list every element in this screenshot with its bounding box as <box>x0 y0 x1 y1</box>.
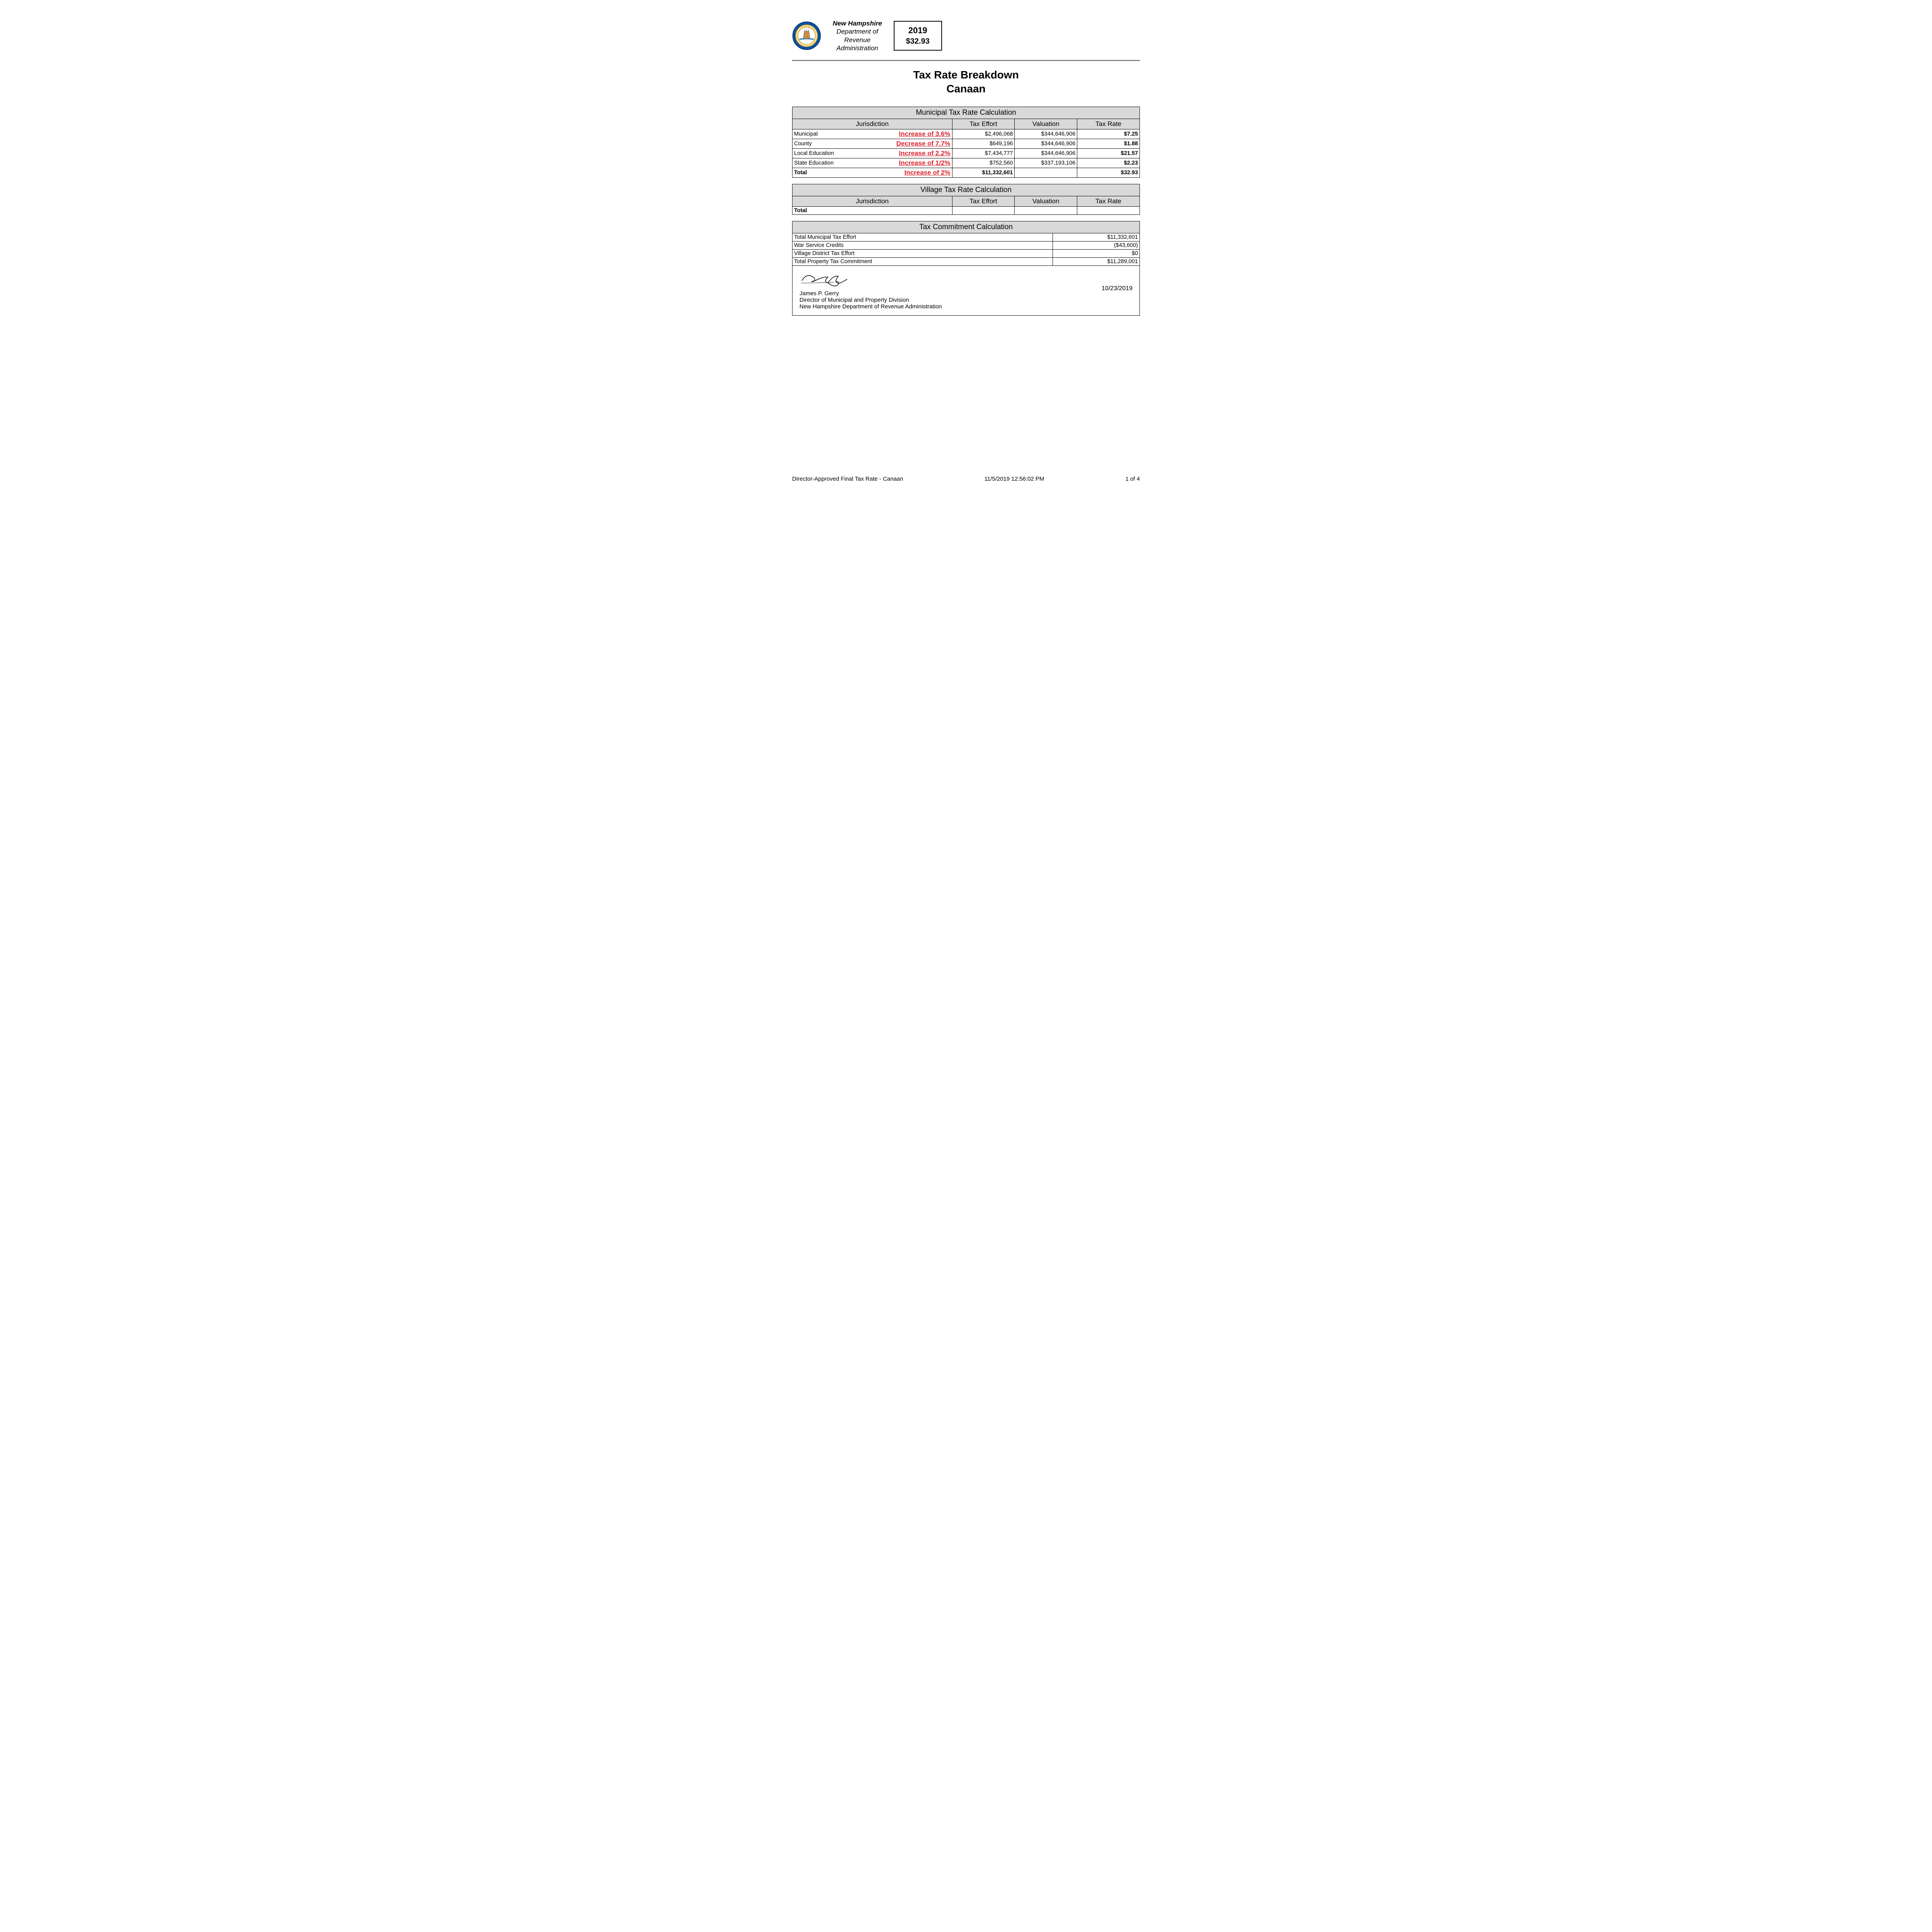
state-seal-icon <box>792 21 821 50</box>
town-name: Canaan <box>792 83 1140 95</box>
dept-line-3: Administration <box>833 44 882 52</box>
dept-line-1: Department of <box>833 27 882 36</box>
col-tax-rate: Tax Rate <box>1077 119 1140 129</box>
total-valuation <box>1015 168 1077 178</box>
commitment-section-title: Tax Commitment Calculation <box>793 221 1140 233</box>
signatory-org: New Hampshire Department of Revenue Admi… <box>799 303 1133 310</box>
empty-cell <box>952 207 1015 215</box>
jurisdiction-label: State Education <box>794 160 833 166</box>
village-section-title: Village Tax Rate Calculation <box>793 184 1140 196</box>
table-row: State Education Increase of 1/2% $752,560… <box>793 158 1140 168</box>
commitment-value: $0 <box>1053 250 1140 258</box>
empty-cell <box>1077 207 1140 215</box>
table-row: County Decrease of 7.7% $649,196 $344,646… <box>793 139 1140 149</box>
col-tax-effort: Tax Effort <box>952 196 1015 207</box>
table-total-row: Total <box>793 207 1140 215</box>
commitment-table: Tax Commitment Calculation Total Municip… <box>792 221 1140 266</box>
total-label: Total <box>794 170 807 176</box>
tax-effort-value: $649,196 <box>952 139 1015 149</box>
tax-effort-value: $752,560 <box>952 158 1015 168</box>
footer-right: 1 of 4 <box>1125 476 1140 482</box>
tax-year: 2019 <box>906 26 930 36</box>
col-jurisdiction: Jurisdiction <box>793 196 952 207</box>
total-effort: $11,332,601 <box>952 168 1015 178</box>
change-annotation: Decrease of 7.7% <box>896 140 951 148</box>
tax-effort-value: $2,496,068 <box>952 129 1015 139</box>
change-annotation: Increase of 2% <box>904 169 950 177</box>
signature-block: 10/23/2019 James P. Gerry Director of Mu… <box>792 266 1140 316</box>
col-valuation: Valuation <box>1015 119 1077 129</box>
table-row: Local Education Increase of 2.2% $7,434,7… <box>793 149 1140 158</box>
commitment-label: Total Property Tax Commitment <box>793 258 1053 266</box>
col-valuation: Valuation <box>1015 196 1077 207</box>
page-footer: Director-Approved Final Tax Rate - Canaa… <box>792 476 1140 482</box>
valuation-value: $337,193,106 <box>1015 158 1077 168</box>
jurisdiction-label: Municipal <box>794 131 818 137</box>
village-total-label: Total <box>793 207 952 215</box>
total-rate: $32.93 <box>1077 168 1140 178</box>
empty-cell <box>1015 207 1077 215</box>
jurisdiction-label: County <box>794 141 812 147</box>
tax-effort-value: $7,434,777 <box>952 149 1015 158</box>
header-block: New Hampshire Department of Revenue Admi… <box>792 19 1140 56</box>
tax-rate-value: $21.57 <box>1077 149 1140 158</box>
table-row: Total Municipal Tax Effort $11,332,601 <box>793 233 1140 242</box>
state-name: New Hampshire <box>833 19 882 27</box>
signatory-title: Director of Municipal and Property Divis… <box>799 297 1133 303</box>
table-row: Village District Tax Effort $0 <box>793 250 1140 258</box>
col-tax-rate: Tax Rate <box>1077 196 1140 207</box>
page: New Hampshire Department of Revenue Admi… <box>777 0 1155 490</box>
total-tax-rate: $32.93 <box>906 37 930 46</box>
commitment-value: ($43,600) <box>1053 242 1140 250</box>
valuation-value: $344,646,906 <box>1015 139 1077 149</box>
signature-icon <box>799 271 865 289</box>
tax-rate-value: $1.88 <box>1077 139 1140 149</box>
footer-center: 11/5/2019 12:56:02 PM <box>984 476 1044 482</box>
municipal-section-title: Municipal Tax Rate Calculation <box>793 107 1140 119</box>
valuation-value: $344,646,906 <box>1015 129 1077 139</box>
footer-left: Director-Approved Final Tax Rate - Canaa… <box>792 476 903 482</box>
table-total-row: Total Increase of 2% $11,332,601 $32.93 <box>793 168 1140 178</box>
jurisdiction-label: Local Education <box>794 150 834 156</box>
tax-rate-value: $7.25 <box>1077 129 1140 139</box>
village-calc-table: Village Tax Rate Calculation Jurisdictio… <box>792 184 1140 215</box>
table-row: War Service Credits ($43,600) <box>793 242 1140 250</box>
table-row: Total Property Tax Commitment $11,289,00… <box>793 258 1140 266</box>
signatory-name: James P. Gerry <box>799 290 1133 297</box>
department-label: New Hampshire Department of Revenue Admi… <box>833 19 882 52</box>
year-rate-box: 2019 $32.93 <box>894 21 942 51</box>
commitment-value: $11,289,001 <box>1053 258 1140 266</box>
col-jurisdiction: Jurisdiction <box>793 119 952 129</box>
header-divider <box>792 60 1140 61</box>
commitment-label: Total Municipal Tax Effort <box>793 233 1053 242</box>
municipal-calc-table: Municipal Tax Rate Calculation Jurisdict… <box>792 107 1140 178</box>
change-annotation: Increase of 1/2% <box>899 159 950 167</box>
change-annotation: Increase of 2.2% <box>899 150 950 157</box>
commitment-label: Village District Tax Effort <box>793 250 1053 258</box>
tax-rate-value: $2.23 <box>1077 158 1140 168</box>
commitment-label: War Service Credits <box>793 242 1053 250</box>
table-row: Municipal Increase of 3.6% $2,496,068 $34… <box>793 129 1140 139</box>
signature-date: 10/23/2019 <box>1102 285 1133 292</box>
commitment-value: $11,332,601 <box>1053 233 1140 242</box>
change-annotation: Increase of 3.6% <box>899 130 950 138</box>
valuation-value: $344,646,906 <box>1015 149 1077 158</box>
dept-line-2: Revenue <box>833 36 882 44</box>
page-title: Tax Rate Breakdown <box>792 69 1140 81</box>
col-tax-effort: Tax Effort <box>952 119 1015 129</box>
